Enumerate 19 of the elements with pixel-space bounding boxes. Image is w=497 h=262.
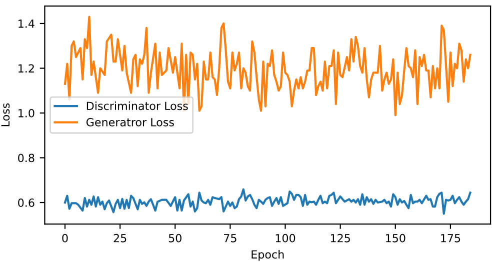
y-tick-label: 1.4 [18,20,34,28]
legend-label: Generatror Loss [86,118,174,126]
line-series [64,188,472,215]
y-axis-title: Loss [1,103,10,126]
line-series [64,16,472,116]
y-tick-label: 1.0 [18,108,34,118]
x-tick-label: 0 [62,234,68,242]
x-tick-label: 125 [330,234,350,242]
x-tick-label: 25 [114,234,126,242]
y-tick-label: 0.6 [18,198,34,207]
legend-label: Discriminator Loss [86,101,188,110]
x-tick-label: 175 [441,234,460,242]
y-tick-label: 0.8 [18,154,34,162]
y-tick-label: 1.2 [18,64,34,72]
x-axis-title: Epoch [252,250,284,261]
x-tick-label: 100 [276,234,296,242]
x-tick-label: 75 [224,234,236,242]
x-tick-label: 150 [386,234,406,242]
x-tick-label: 50 [168,234,182,242]
